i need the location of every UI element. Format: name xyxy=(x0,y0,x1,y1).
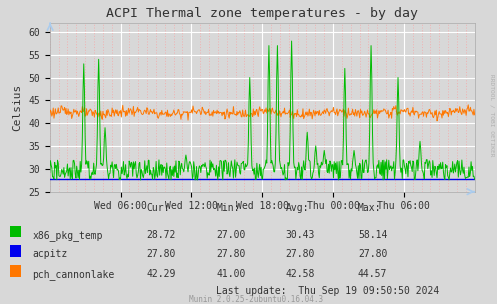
Text: 42.29: 42.29 xyxy=(147,269,176,279)
Text: 41.00: 41.00 xyxy=(216,269,246,279)
Text: Last update:  Thu Sep 19 09:50:50 2024: Last update: Thu Sep 19 09:50:50 2024 xyxy=(216,286,439,296)
Text: 27.80: 27.80 xyxy=(358,250,387,260)
Text: 27.80: 27.80 xyxy=(147,250,176,260)
Text: acpitz: acpitz xyxy=(32,250,68,260)
Text: Munin 2.0.25-2ubuntu0.16.04.3: Munin 2.0.25-2ubuntu0.16.04.3 xyxy=(189,295,323,304)
Text: pch_cannonlake: pch_cannonlake xyxy=(32,269,114,280)
Title: ACPI Thermal zone temperatures - by day: ACPI Thermal zone temperatures - by day xyxy=(106,7,418,20)
Text: 27.80: 27.80 xyxy=(216,250,246,260)
Text: Min:: Min: xyxy=(216,203,240,213)
Y-axis label: Celsius: Celsius xyxy=(12,84,23,131)
Text: 44.57: 44.57 xyxy=(358,269,387,279)
Text: Max:: Max: xyxy=(358,203,381,213)
Text: 27.80: 27.80 xyxy=(286,250,315,260)
Text: x86_pkg_temp: x86_pkg_temp xyxy=(32,230,103,241)
Text: 42.58: 42.58 xyxy=(286,269,315,279)
Text: Cur:: Cur: xyxy=(147,203,170,213)
Text: 30.43: 30.43 xyxy=(286,230,315,240)
Text: Avg:: Avg: xyxy=(286,203,309,213)
Text: RRDTOOL / TOBI OETIKER: RRDTOOL / TOBI OETIKER xyxy=(490,74,495,157)
Text: 27.00: 27.00 xyxy=(216,230,246,240)
Text: 28.72: 28.72 xyxy=(147,230,176,240)
Text: 58.14: 58.14 xyxy=(358,230,387,240)
